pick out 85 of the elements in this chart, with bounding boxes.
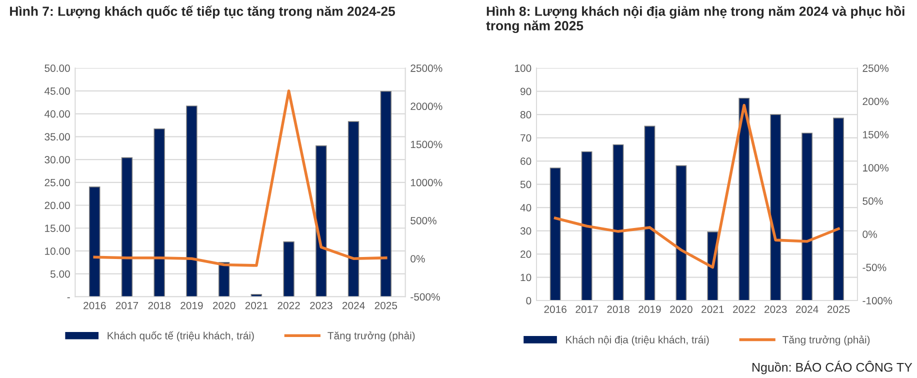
- x-tick-label: 2018: [607, 306, 630, 314]
- x-tick-label: 2022: [733, 306, 756, 314]
- line-series: [554, 104, 840, 269]
- x-tick-label: 2016: [544, 306, 566, 314]
- y2-tick-label: 0%: [862, 230, 877, 238]
- y-tick-label: 25.00: [44, 178, 70, 186]
- y2-tick-label: 1000%: [410, 178, 442, 186]
- bar: [121, 157, 133, 297]
- y2-tick-label: -100%: [862, 297, 892, 304]
- legend-label: Tăng trưởng (phải): [782, 335, 870, 346]
- y-tick-label: 20.00: [44, 202, 70, 210]
- text: Nguồn: BÁO CÁO CÔNG TY: [752, 360, 912, 374]
- bar: [802, 132, 813, 301]
- y-tick-label: 10.00: [45, 247, 70, 255]
- y-tick-label: 30: [520, 227, 532, 235]
- y2-tick-label: 500%: [410, 217, 436, 224]
- bar: [770, 114, 782, 301]
- y2-tick-label: 2000%: [410, 102, 442, 110]
- legend-label: Tăng trưởng (phải): [328, 331, 415, 342]
- y-tick-label: 50: [520, 180, 532, 188]
- y2-tick-label: 2500%: [410, 64, 442, 72]
- bar: [676, 165, 687, 301]
- chart-title: Hình 7: Lượng khách quốc tế tiếp tục tăng trong năm 2024-25: [10, 6, 396, 19]
- y2-tick-label: 250%: [862, 64, 889, 72]
- x-tick-label: 2024: [796, 306, 818, 314]
- y-tick-label: 10: [520, 274, 532, 282]
- y-tick-label: 90: [520, 88, 532, 96]
- x-tick-label: 2016: [84, 302, 106, 310]
- y-tick-label: 70: [520, 134, 532, 142]
- y-tick-label: 40.00: [44, 110, 70, 118]
- x-tick-label: 2019: [180, 302, 203, 310]
- bar: [738, 98, 750, 301]
- bar: [89, 186, 100, 297]
- y2-tick-label: -50%: [862, 264, 886, 272]
- y2-tick-label: 150%: [863, 130, 889, 138]
- y-tick-label: 80: [520, 111, 532, 118]
- bar: [348, 121, 360, 297]
- chart-title: Hình 8: Lượng khách nội địa giảm nhẹ trong năm 2024 và phục hồi trong năm 2025: [486, 6, 904, 34]
- y-tick-label: 15.00: [45, 224, 70, 232]
- y-tick-label: 60: [520, 158, 532, 165]
- y-tick-label: 20: [520, 250, 532, 258]
- legend-label: Khách nội địa (triệu khách, trái): [566, 336, 709, 346]
- bar: [380, 90, 392, 297]
- x-tick-label: 2021: [702, 306, 724, 314]
- bar: [550, 168, 561, 301]
- x-tick-label: 2025: [827, 306, 850, 314]
- y-tick-label: 100: [515, 64, 532, 72]
- x-tick-label: 2025: [374, 302, 398, 310]
- bar: [644, 126, 656, 301]
- y-tick-label: 35.00: [44, 133, 70, 141]
- bar: [250, 294, 262, 297]
- x-tick-label: 2021: [245, 302, 268, 310]
- bar: [581, 151, 592, 301]
- bar: [612, 144, 624, 301]
- bar: [218, 262, 230, 297]
- x-tick-label: 2020: [670, 306, 692, 314]
- y2-tick-label: 1500%: [410, 140, 442, 148]
- y-tick-label: 5.00: [50, 270, 70, 278]
- y-tick-label: -: [67, 297, 70, 298]
- bar: [316, 145, 327, 297]
- y2-tick-label: -500%: [410, 293, 440, 301]
- bar: [833, 118, 844, 301]
- x-tick-label: 2018: [148, 302, 170, 310]
- legend-label: Khách quốc tế (triệu khách, trái): [108, 331, 254, 342]
- y-tick-label: 0: [526, 297, 532, 304]
- y-tick-label: 45.00: [44, 87, 70, 95]
- x-tick-label: 2019: [638, 306, 661, 314]
- bar: [154, 128, 165, 297]
- x-tick-label: 2023: [764, 306, 787, 314]
- bar: [283, 241, 294, 297]
- bar: [186, 106, 198, 297]
- y2-tick-label: 200%: [862, 98, 889, 106]
- x-tick-label: 2023: [310, 302, 332, 310]
- y2-tick-label: 50%: [862, 197, 883, 205]
- y-tick-label: 30.00: [44, 156, 70, 164]
- y2-tick-label: 0%: [410, 255, 425, 262]
- y-tick-label: 50.00: [44, 64, 70, 72]
- y2-tick-label: 100%: [863, 164, 889, 172]
- x-tick-label: 2024: [342, 302, 365, 310]
- x-tick-label: 2022: [278, 302, 300, 310]
- x-tick-label: 2017: [116, 302, 138, 310]
- line-series: [93, 90, 388, 267]
- x-tick-label: 2017: [576, 306, 598, 314]
- y-tick-label: 40: [520, 204, 532, 212]
- x-tick-label: 2020: [213, 302, 236, 310]
